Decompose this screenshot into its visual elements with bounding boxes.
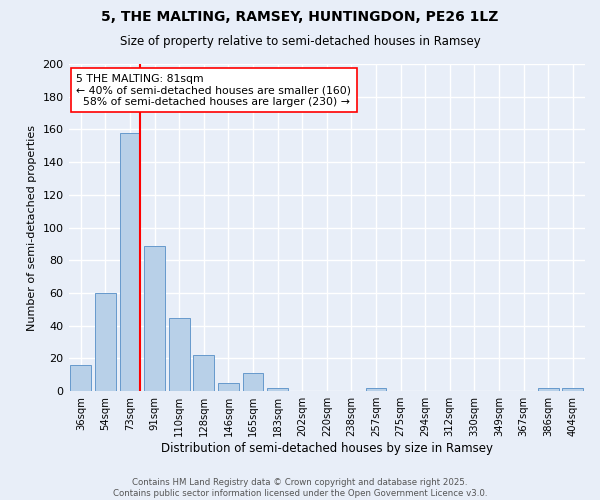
- Text: Size of property relative to semi-detached houses in Ramsey: Size of property relative to semi-detach…: [119, 35, 481, 48]
- Bar: [193, 355, 214, 391]
- Bar: [95, 293, 116, 391]
- Text: 5, THE MALTING, RAMSEY, HUNTINGDON, PE26 1LZ: 5, THE MALTING, RAMSEY, HUNTINGDON, PE26…: [101, 10, 499, 24]
- Bar: [242, 373, 263, 391]
- Bar: [267, 388, 288, 391]
- Bar: [169, 318, 190, 391]
- Bar: [119, 132, 140, 391]
- Y-axis label: Number of semi-detached properties: Number of semi-detached properties: [27, 124, 37, 330]
- Text: Contains HM Land Registry data © Crown copyright and database right 2025.
Contai: Contains HM Land Registry data © Crown c…: [113, 478, 487, 498]
- Bar: [218, 383, 239, 391]
- Text: 5 THE MALTING: 81sqm
← 40% of semi-detached houses are smaller (160)
  58% of se: 5 THE MALTING: 81sqm ← 40% of semi-detac…: [76, 74, 351, 107]
- Bar: [538, 388, 559, 391]
- Bar: [562, 388, 583, 391]
- Bar: [144, 246, 165, 391]
- X-axis label: Distribution of semi-detached houses by size in Ramsey: Distribution of semi-detached houses by …: [161, 442, 493, 455]
- Bar: [70, 365, 91, 391]
- Bar: [365, 388, 386, 391]
